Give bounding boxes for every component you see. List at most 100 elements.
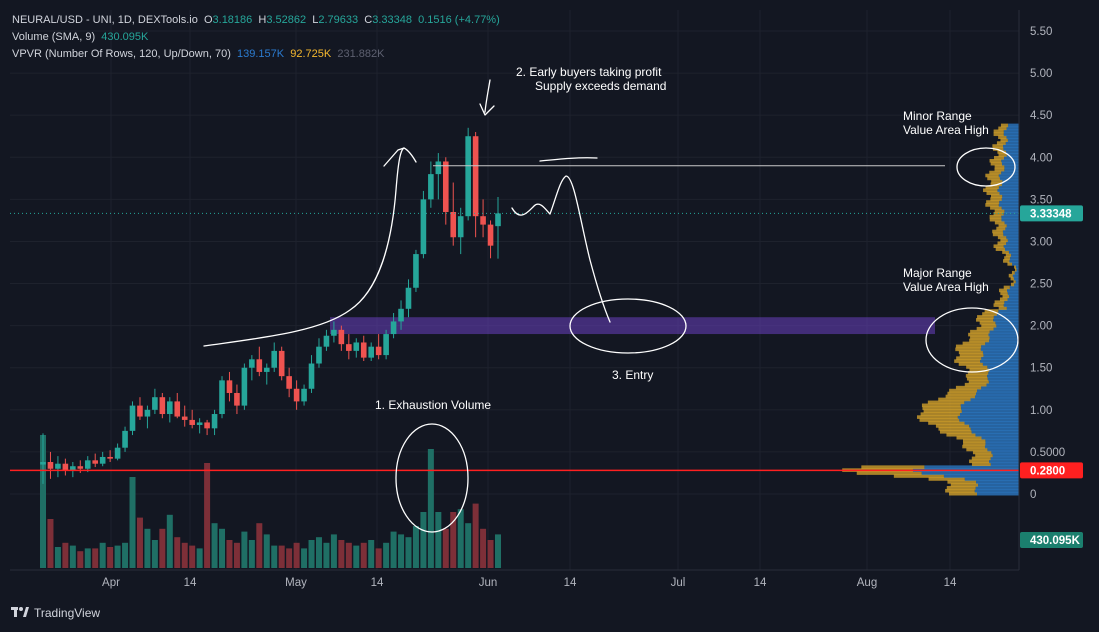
vpvr-row-up (1014, 282, 1019, 287)
candle-body (301, 388, 307, 402)
volume-bar (353, 545, 360, 568)
price-lines (10, 165, 1019, 472)
vpvr-row-up (960, 403, 1019, 408)
parabolic-arrow-head (383, 147, 405, 167)
vpvr-row-down (985, 173, 999, 178)
vpvr-row-down (998, 135, 1007, 139)
volume-bar (412, 526, 419, 568)
volume-bar (144, 528, 151, 568)
volume-bar (204, 463, 211, 568)
candle-body (189, 419, 195, 425)
x-tick-label: 14 (371, 577, 384, 589)
vpvr-row-up (1004, 220, 1019, 225)
vpvr-row-down (994, 300, 1005, 304)
candle-body (122, 430, 128, 448)
vpvr-row-up (1001, 206, 1019, 210)
vpvr-row-down (969, 338, 990, 343)
legend-change: 0.1516 (+4.77%) (418, 14, 500, 26)
vpvr-row-up (980, 359, 1019, 363)
vpvr-row-up (1003, 147, 1019, 151)
candle-body (331, 329, 337, 336)
vpvr-row-up (1006, 126, 1019, 131)
candle-body (219, 380, 225, 415)
vpvr-row-down (999, 297, 1008, 302)
entry-zone (330, 317, 935, 335)
legend-vpvr-row[interactable]: VPVR (Number Of Rows, 120, Up/Down, 70) … (12, 46, 500, 63)
legend-symbol[interactable]: NEURAL/USD (12, 14, 83, 26)
volume-bar (174, 537, 181, 568)
vpvr-row-down (975, 453, 993, 458)
vpvr-row-up (1013, 276, 1019, 281)
vpvr-row-down (989, 170, 1002, 175)
volume-value-label-bg (1020, 532, 1083, 548)
volume-bar (323, 542, 330, 568)
vpvr-row-up (975, 432, 1019, 437)
x-tick-label: 14 (184, 577, 197, 589)
vpvr-row-down (856, 471, 922, 475)
vpvr-row-up (969, 424, 1019, 428)
volume-bar (465, 523, 472, 568)
candle-body (495, 213, 501, 227)
projection-curve (511, 175, 611, 323)
candle-body (465, 136, 471, 217)
major-range-circle (925, 307, 1019, 373)
candle-body (346, 344, 352, 351)
candle-body (442, 161, 449, 212)
tradingview-logo[interactable]: TradingView (11, 606, 100, 620)
vpvr-row-up (983, 353, 1019, 358)
vpvr-row-up (1006, 135, 1019, 139)
candle-body (375, 346, 382, 356)
vpvr-row-down (1008, 273, 1013, 278)
vpvr-row-up (987, 376, 1019, 381)
candle-body (211, 414, 218, 429)
vpvr-row-up (976, 480, 1019, 484)
vpvr-row-up (974, 394, 1019, 399)
vpvr-row-up (1008, 250, 1019, 254)
vpvr-row-down (998, 153, 1007, 157)
vpvr-row-up (988, 332, 1019, 337)
vpvr-row-up (987, 374, 1019, 378)
volume-bar (84, 548, 91, 568)
vpvr-row-down (970, 335, 990, 340)
candle-body (368, 346, 374, 358)
vpvr-row-down (945, 488, 975, 493)
legend-volume-row[interactable]: Volume (SMA, 9) 430.095K (12, 29, 500, 46)
volume-bar (390, 531, 397, 568)
volume-bar (450, 512, 457, 568)
vpvr-row-down (1002, 250, 1009, 254)
vpvr-row-up (1006, 306, 1019, 310)
candle-body (413, 254, 419, 288)
vpvr-row-up (990, 462, 1019, 467)
vpvr-row-up (993, 326, 1019, 331)
candle-body (360, 342, 367, 358)
vpvr-row-up (961, 406, 1019, 411)
candle-body (167, 401, 173, 415)
vpvr-row-up (1002, 229, 1019, 234)
volume-bar (181, 542, 188, 568)
volume-bar (47, 519, 54, 568)
vpvr-row-up (996, 312, 1019, 316)
volume-bar (398, 534, 405, 568)
vpvr-row-up (993, 315, 1019, 319)
candle-body (487, 224, 494, 246)
candle-body (174, 401, 181, 417)
volume-bar (226, 540, 233, 568)
support-price-label-bg (1020, 462, 1083, 479)
vpvr-row-down (994, 164, 1005, 169)
candle-body (234, 392, 240, 406)
x-tick-label: 14 (564, 577, 577, 589)
volume-bar (383, 542, 390, 568)
vpvr-row-down (938, 397, 971, 402)
vpvr-row-down (1010, 276, 1014, 281)
vpvr-row-up (921, 471, 1019, 475)
volume-bar (435, 512, 442, 568)
vpvr-row-up (1003, 232, 1019, 237)
volume-bar (495, 534, 501, 568)
vpvr-row-down (992, 144, 1004, 148)
support-price-label: 0.2800 (1030, 465, 1065, 477)
tradingview-logo-text: TradingView (34, 606, 101, 620)
volume-bar (368, 540, 375, 568)
volume-bar (301, 548, 308, 568)
